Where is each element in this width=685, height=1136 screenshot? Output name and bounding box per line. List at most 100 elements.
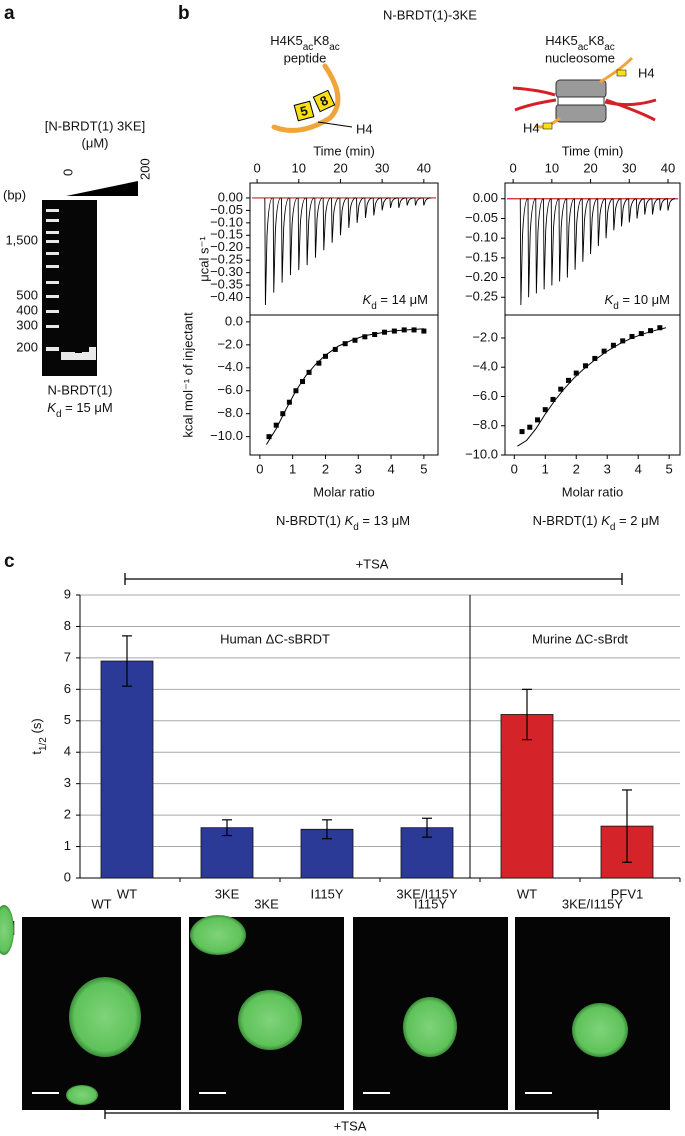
error-bar [422, 817, 432, 838]
x-tick-label: 4 [635, 461, 642, 476]
injection-peak [314, 197, 323, 258]
fit-curve [265, 328, 424, 445]
nucleus [403, 997, 457, 1057]
data-point [527, 424, 533, 430]
micrographs: WT 3KE I115Y 3KE/I115Y [0, 896, 670, 1110]
injection-peak [372, 197, 381, 216]
y-tick-label: −0.35 [210, 277, 243, 292]
data-point [306, 369, 312, 375]
data-point [535, 417, 541, 423]
nucleosome-cartoon [512, 56, 657, 130]
kd-symbol: K [47, 400, 57, 415]
kd-annotation: Kd = 14 μM [363, 292, 428, 312]
error-bar [522, 688, 532, 741]
data-point [519, 429, 525, 435]
gel [42, 200, 97, 376]
injection-peak [605, 198, 614, 239]
injection-peak [581, 198, 590, 262]
y-tick-label: 0.00 [473, 190, 498, 205]
data-point [322, 353, 328, 359]
y-tick-label: −10.0 [210, 428, 243, 443]
site-label: 5 [299, 103, 310, 119]
y-tick-label: 8 [64, 618, 71, 633]
injection-peak [643, 198, 652, 215]
data-point [565, 377, 571, 383]
name-part: K8 [313, 33, 329, 48]
y-tick-label: 4 [64, 744, 71, 759]
nucleus [66, 1085, 98, 1105]
x-tick-label: 4 [387, 461, 394, 476]
y-tick-label: 1 [64, 838, 71, 853]
image-label: 3KE/I115Y [562, 896, 624, 911]
x-tick-label: 3 [355, 461, 362, 476]
x-tick-label: 0 [253, 160, 260, 175]
nucleus [238, 990, 302, 1050]
plot-frame [504, 314, 681, 456]
data-point [372, 332, 378, 338]
y-tick-label: −0.10 [465, 230, 498, 245]
injection-peak [422, 197, 431, 206]
data-point [362, 334, 368, 340]
itc-footer: N-BRDT(1) Kd = 13 μM [276, 513, 410, 533]
panel-title: N-BRDT(1)-3KE [383, 7, 477, 22]
x-tick-label: WT [117, 886, 137, 901]
injection-peak [364, 197, 373, 218]
kd-sub: d [613, 301, 619, 312]
y-tick-label: −8.0 [217, 405, 243, 420]
x-tick-label: 3KE [215, 886, 240, 901]
group-label: Human ΔC-sBRDT [220, 631, 330, 646]
y-tick-label: 6 [64, 681, 71, 696]
kd-value: = 2 μM [615, 513, 659, 528]
injection-peak [264, 197, 273, 306]
y-tick-label: −6.0 [472, 388, 498, 403]
data-point [550, 396, 556, 402]
x-axis-label: Molar ratio [562, 484, 623, 499]
y-axis-label: μcal s⁻¹ [196, 236, 211, 282]
x-tick-label: 30 [622, 160, 636, 175]
image-label: I115Y [414, 896, 447, 911]
kd-value: = 14 μM [377, 292, 428, 307]
data-point [266, 434, 272, 440]
x-axis-label: Molar ratio [313, 484, 374, 499]
data-point [286, 399, 292, 405]
y-tick-label: −0.30 [210, 264, 243, 279]
error-bar [322, 819, 332, 840]
label-part: 1/2 [38, 737, 49, 751]
data-point [382, 329, 388, 335]
data-point [573, 370, 579, 376]
y-tick-label: −4.0 [472, 359, 498, 374]
name-part: H4K5 [545, 33, 578, 48]
x-tick-label: 20 [333, 160, 347, 175]
image-label: WT [91, 896, 111, 911]
data-point [610, 342, 616, 348]
x-tick-label: 0 [256, 461, 263, 476]
error-bar [222, 819, 232, 837]
injection-peak [381, 197, 390, 211]
injection-peak [635, 198, 645, 219]
injection-peak [558, 198, 567, 282]
y-tick-label: −0.25 [210, 252, 243, 267]
x-tick-label: 10 [292, 160, 306, 175]
y-tick-label: 2 [64, 807, 71, 822]
x-tick-label: I115Y [310, 886, 343, 901]
injection-peak [322, 197, 331, 251]
kd-symbol: K [605, 292, 615, 307]
y-axis-label: kcal mol⁻¹ of injectant [180, 312, 195, 438]
x-tick-label: 0 [511, 461, 518, 476]
data-point [657, 325, 663, 331]
y-tick-label: −2.0 [217, 336, 243, 351]
data-point [601, 348, 607, 354]
h4-label: H4 [356, 121, 373, 136]
x-tick-label: 40 [417, 160, 431, 175]
x-axis-label: Time (min) [562, 143, 624, 158]
injection-peak [519, 198, 529, 306]
name-part: ac [303, 42, 314, 53]
y-tick-label: 0.00 [218, 189, 243, 204]
injection-peak [566, 198, 575, 278]
y-tick-label: 5 [64, 712, 71, 727]
peptide-cartoon: 5 8 [271, 63, 353, 133]
conc-high: 200 [137, 158, 152, 180]
nucleus [190, 915, 246, 955]
name-part: ac [604, 42, 615, 53]
